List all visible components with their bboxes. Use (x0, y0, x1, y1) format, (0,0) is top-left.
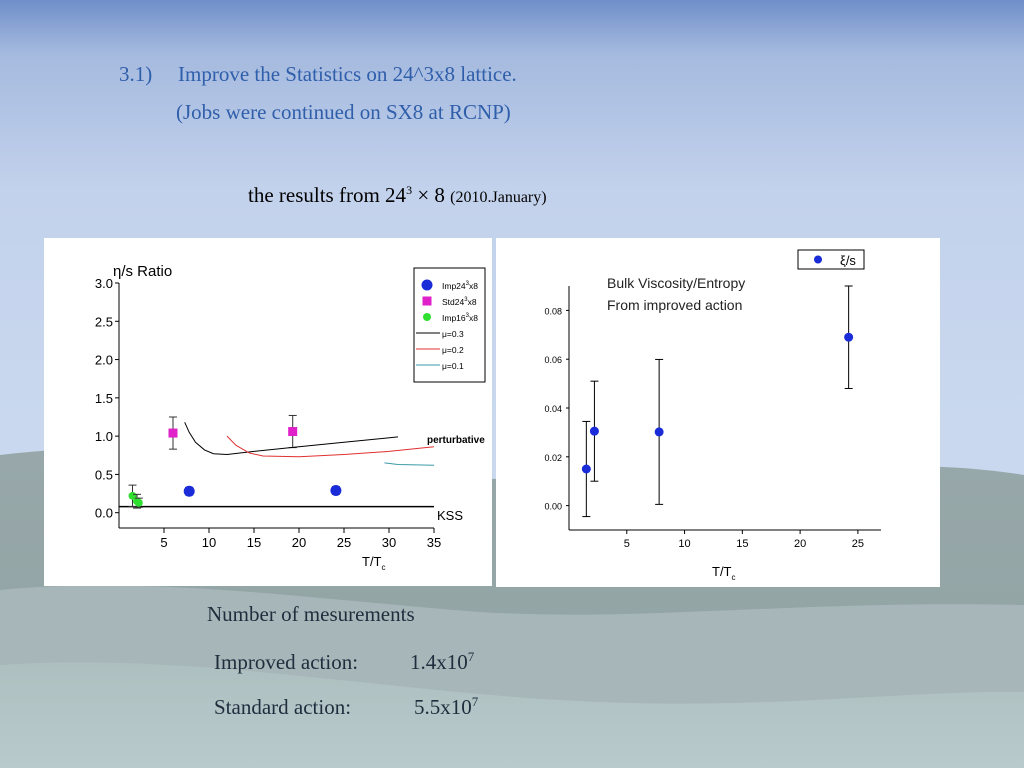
curve-0-2 (226, 435, 435, 458)
legend-label: μ=0.2 (442, 345, 464, 355)
legend-label: Imp243x8 (442, 281, 478, 291)
heading-number: 3.1) (119, 62, 153, 86)
x-tick-label: 20 (794, 538, 806, 550)
x-tick-label: 35 (427, 535, 441, 550)
bulk-viscosity-chart-panel: Bulk Viscosity/Entropy From improved act… (496, 238, 940, 587)
x-tick-label: 15 (736, 538, 748, 550)
eta-s-chart-panel: η/s Ratio 5 10 15 20 25 30 35 0.0 0.5 1.0 1.5 2.0 2.… (44, 238, 492, 586)
results-caption: the results from 243 × 8 (2010.January) (248, 183, 547, 208)
y-tick-label: 1.0 (95, 429, 113, 444)
legend-entry: Std243x8 (422, 296, 477, 307)
x-axis-title: T/Tc (712, 564, 736, 582)
x-tick-label: 10 (678, 538, 690, 550)
point-xi-s (844, 332, 854, 342)
legend-entry: Imp243x8 (421, 279, 478, 291)
x-tick-label: 5 (160, 535, 167, 550)
point-xi-s (654, 427, 664, 437)
point-imp24-x8 (330, 484, 342, 496)
y-tick-label: 0.04 (544, 404, 562, 414)
curve-0-1 (384, 462, 435, 466)
standard-action-label: Standard action: (214, 695, 352, 719)
legend-marker (421, 279, 433, 291)
y-tick-label: 0.5 (95, 467, 113, 482)
improved-action-count: Improved action: 1.4x107 (214, 649, 474, 675)
legend-entry: μ=0.3 (416, 329, 464, 339)
kss-label: KSS (437, 508, 463, 523)
measurements-title: Number of mesurements (207, 602, 415, 626)
x-tick-label: 15 (247, 535, 261, 550)
legend-label: μ=0.3 (442, 329, 464, 339)
legend-label: Std243x8 (442, 297, 477, 307)
point-imp16-x8 (134, 498, 143, 507)
y-tick-label: 2.5 (95, 314, 113, 329)
standard-action-count: Standard action: 5.5x107 (214, 694, 478, 720)
slide-heading: 3.1) Improve the Statistics on 24^3x8 lat… (119, 62, 517, 87)
legend-entry: μ=0.1 (416, 361, 464, 371)
legend-label: μ=0.1 (442, 361, 464, 371)
legend: ξ/s (797, 249, 865, 270)
y-tick-label: 3.0 (95, 276, 113, 291)
legend-marker (423, 313, 431, 321)
y-tick-label: 1.5 (95, 391, 113, 406)
legend-entry: Imp163x8 (423, 313, 478, 323)
x-tick-label: 25 (852, 538, 864, 550)
y-tick-label: 0.08 (544, 306, 562, 316)
legend-marker (422, 296, 432, 306)
y-tick-label: 0.02 (544, 453, 562, 463)
y-tick-label: 0.00 (544, 502, 562, 512)
point-std24-x8 (168, 428, 178, 438)
x-tick-label: 25 (337, 535, 351, 550)
point-xi-s (581, 464, 591, 474)
results-times: × 8 (417, 183, 445, 207)
improved-action-label: Improved action: (214, 650, 359, 674)
results-exponent: 3 (406, 183, 413, 197)
improved-action-exponent: 7 (467, 649, 475, 664)
x-tick-label: 10 (202, 535, 216, 550)
legend-label-xi-s: ξ/s (840, 253, 856, 268)
chart-title: η/s Ratio (113, 263, 172, 280)
results-prefix: the results from 24 (248, 183, 407, 207)
standard-action-mantissa: 5.5x10 (414, 695, 472, 719)
x-axis-title: T/Tc (362, 554, 386, 572)
slide-subheading: (Jobs were continued on SX8 at RCNP) (176, 100, 511, 124)
chart-subtitle: From improved action (607, 297, 742, 313)
point-std24-x8 (288, 427, 298, 437)
improved-action-mantissa: 1.4x10 (410, 650, 468, 674)
y-tick-label: 2.0 (95, 353, 113, 368)
results-date: (2010.January) (450, 189, 547, 206)
standard-action-exponent: 7 (471, 694, 479, 709)
x-tick-label: 5 (624, 538, 630, 550)
legend: Imp243x8 Std243x8 Imp163x8 μ=0.3 μ=0.2 μ=0.1 (413, 267, 486, 383)
perturbative-label: perturbative (427, 435, 485, 446)
y-tick-label: 0.0 (95, 506, 113, 521)
point-imp24-x8 (183, 485, 195, 497)
bulk-viscosity-chart: Bulk Viscosity/Entropy From improved act… (544, 249, 881, 582)
legend-label: Imp163x8 (442, 313, 478, 323)
chart-title: Bulk Viscosity/Entropy (607, 275, 745, 291)
y-tick-label: 0.06 (544, 355, 562, 365)
heading-text: Improve the Statistics on 24^3x8 lattice… (178, 62, 517, 86)
legend-marker-xi-s (814, 255, 822, 264)
x-tick-label: 30 (382, 535, 396, 550)
x-tick-label: 20 (292, 535, 306, 550)
point-xi-s (589, 426, 599, 436)
legend-entry: μ=0.2 (416, 345, 464, 355)
eta-s-chart: η/s Ratio 5 10 15 20 25 30 35 0.0 0.5 1.0 1.5 2.0 2.… (95, 263, 486, 572)
curve-0-3 (184, 422, 399, 456)
